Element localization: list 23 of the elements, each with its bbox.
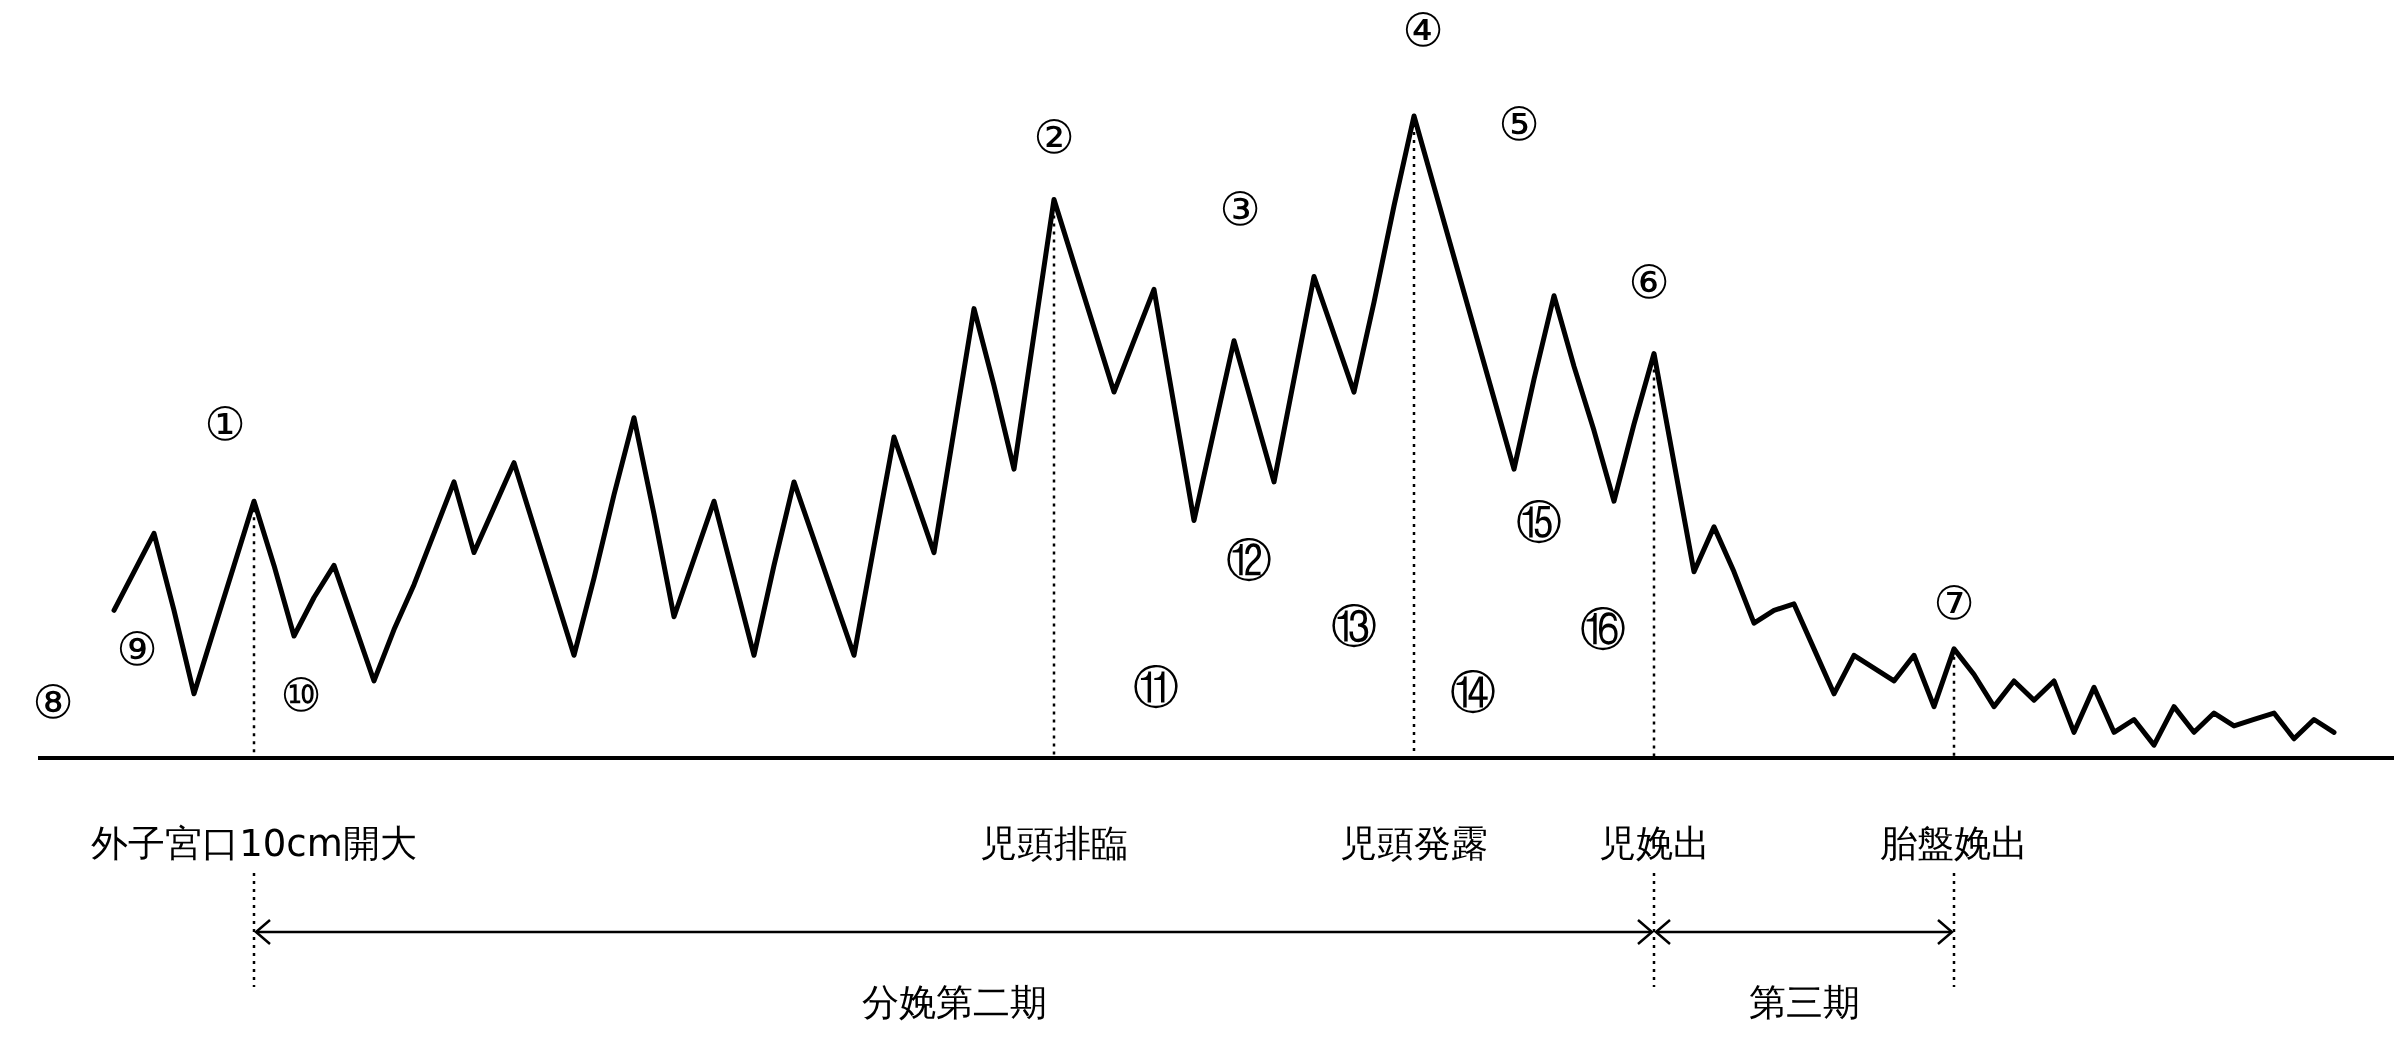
x-tick-label: 胎盤娩出 (1880, 822, 2028, 865)
text: 第三期 (1748, 981, 1860, 1024)
x-tick-label: 児頭発露 (1340, 822, 1488, 865)
annotation: ③ (1219, 182, 1261, 236)
annotation: ⑪ (1133, 660, 1179, 714)
annotation: ⑬ (1331, 599, 1377, 653)
text: ④ (1402, 3, 1444, 57)
annotation: ② (1033, 110, 1075, 164)
annotation: ⑦ (1933, 576, 1975, 630)
annotation: ⑭ (1450, 665, 1496, 719)
text: ⑧ (32, 675, 74, 729)
annotation: ⑩ (280, 668, 322, 722)
x-tick-label: 外子宮口10cm開大 (91, 822, 417, 865)
x-tick-label: 児頭排臨 (980, 822, 1128, 865)
annotation: ⑥ (1628, 255, 1670, 309)
annotation: ⑨ (116, 622, 158, 676)
annotation: ⑫ (1226, 533, 1272, 587)
annotation: ⑯ (1580, 602, 1626, 656)
annotation: ⑮ (1516, 495, 1562, 549)
x-tick-label: 児娩出 (1598, 822, 1710, 865)
annotation: ① (204, 397, 246, 451)
annotation: ⑤ (1498, 97, 1540, 151)
text: 分娩第二期 (861, 981, 1047, 1024)
